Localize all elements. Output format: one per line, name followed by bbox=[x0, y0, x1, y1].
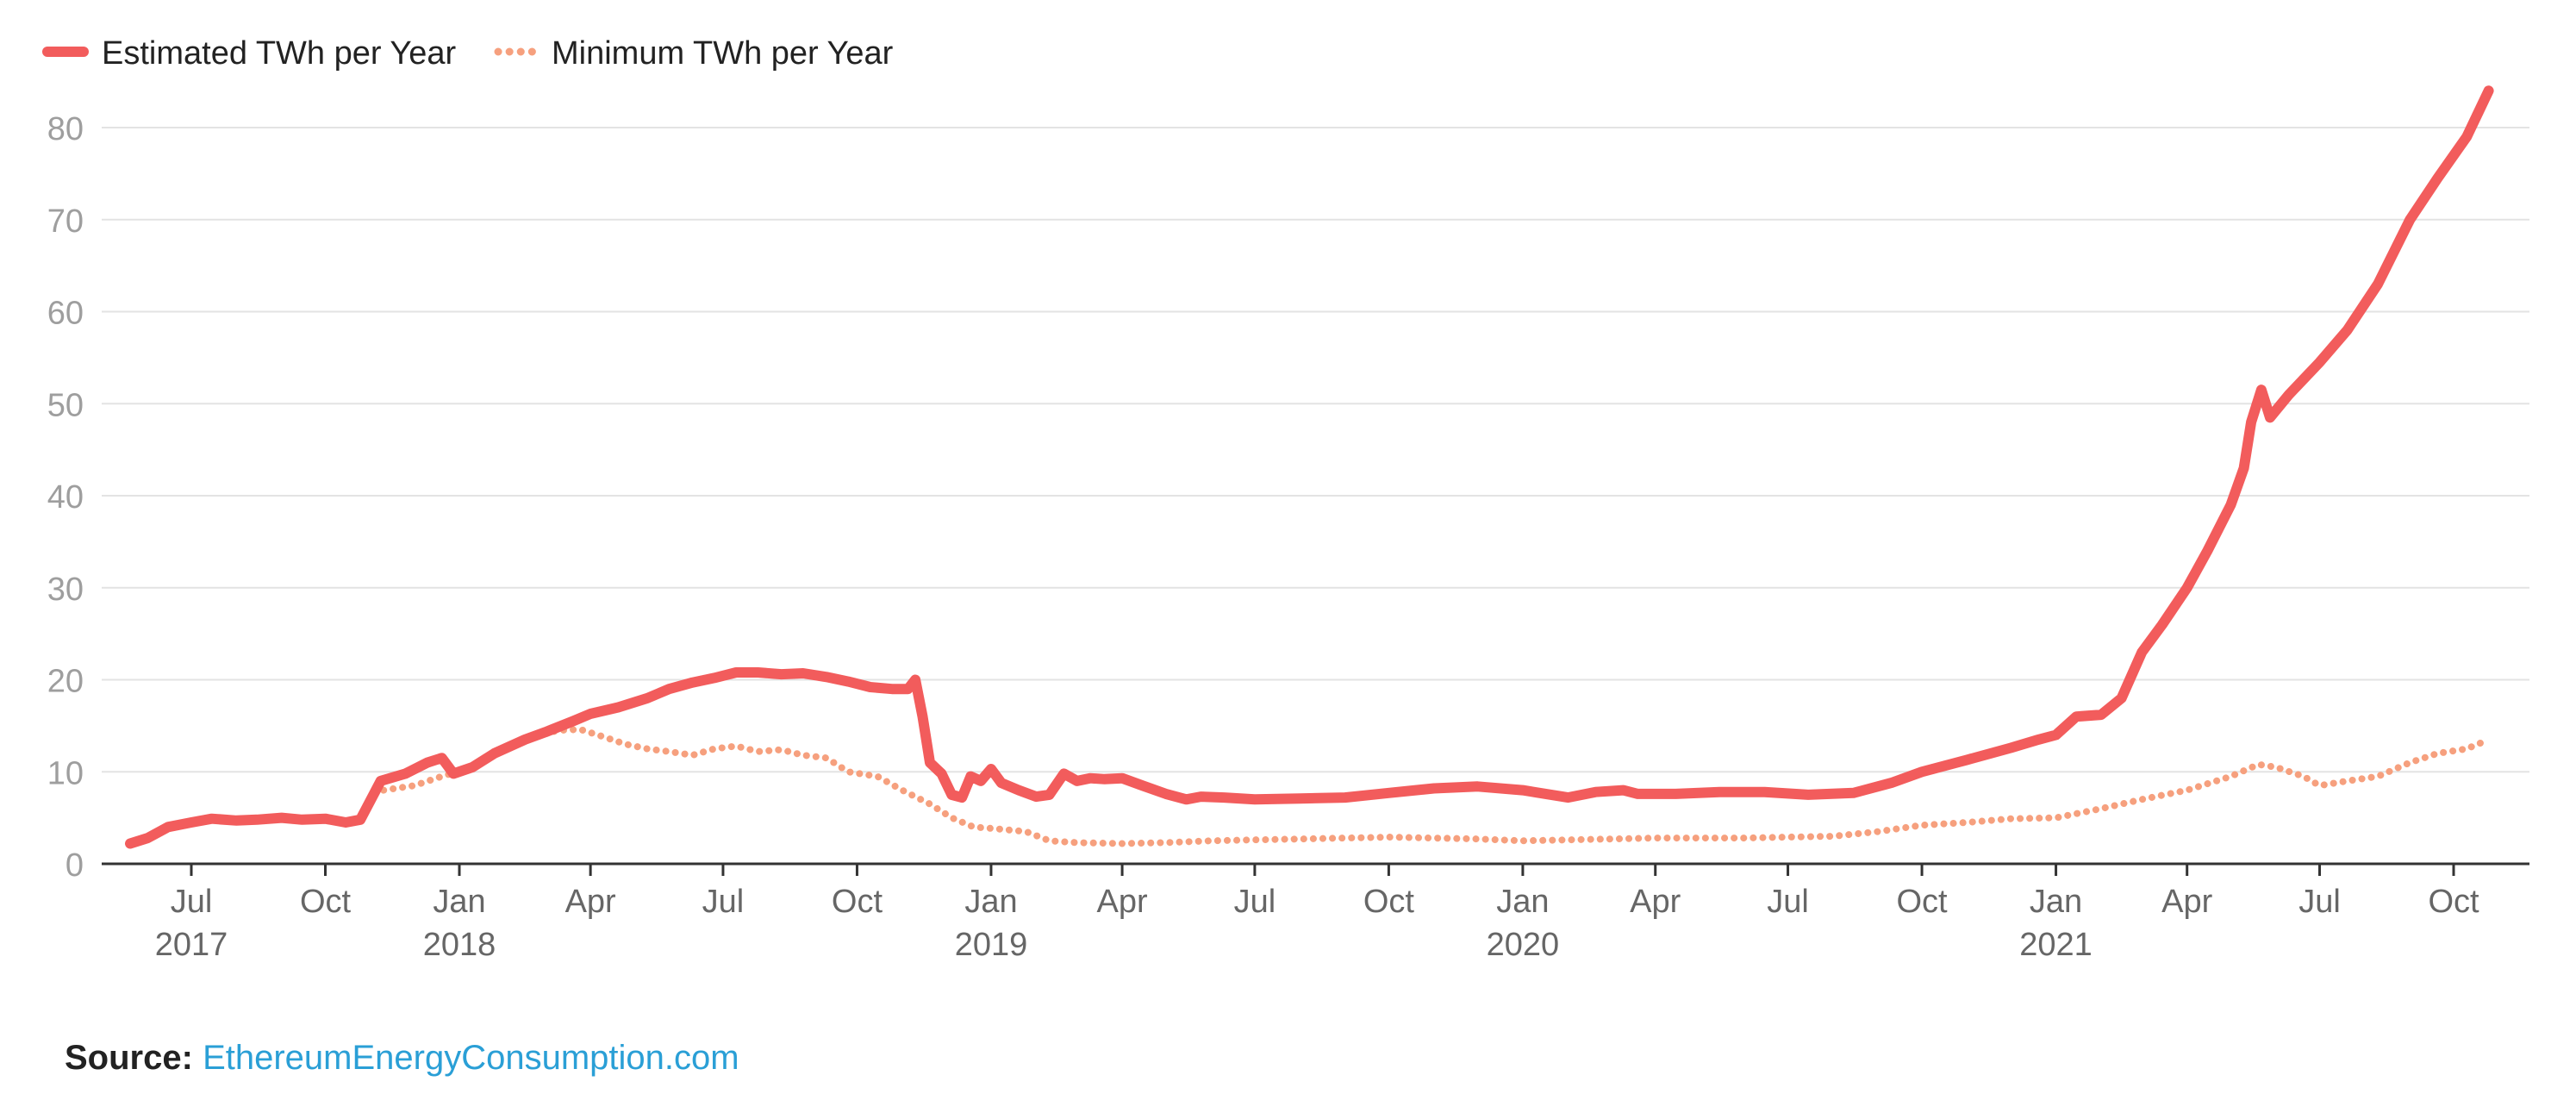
y-tick-label-30: 30 bbox=[47, 572, 84, 608]
x-tick-label: Jul bbox=[1234, 884, 1276, 920]
source-label: Source: bbox=[65, 1039, 193, 1077]
gridlines bbox=[102, 127, 2529, 773]
x-tick-year-label: 2019 bbox=[955, 927, 1028, 963]
x-tick-label: Jul bbox=[2298, 884, 2341, 920]
y-tick-label-80: 80 bbox=[47, 111, 84, 147]
x-tick-year-label: 2021 bbox=[2019, 927, 2093, 963]
legend-minimum-label: Minimum TWh per Year bbox=[552, 35, 894, 72]
series-line-minimum bbox=[380, 726, 2492, 847]
x-tick-label: Jan bbox=[1496, 884, 1549, 920]
x-tick-label: Apr bbox=[1630, 884, 1681, 920]
x-tick-year-label: 2018 bbox=[423, 927, 496, 963]
x-tick-label: Jan bbox=[2030, 884, 2082, 920]
legend-estimated-label: Estimated TWh per Year bbox=[102, 35, 457, 72]
x-axis-ticks: Jul 2017 Oct Jan 2018 Apr Jul Oct Jan 2019 Apr Jul O… bbox=[155, 864, 2479, 963]
x-tick-label: Jul bbox=[702, 884, 745, 920]
series-lines bbox=[125, 85, 2494, 849]
y-tick-label-40: 40 bbox=[47, 479, 84, 516]
source-note: Source: EthereumEnergyConsumption.com bbox=[65, 1039, 739, 1078]
x-tick-label: Oct bbox=[300, 884, 352, 920]
series-line-estimated bbox=[125, 85, 2494, 849]
x-tick-label: Oct bbox=[832, 884, 883, 920]
y-tick-label-0: 0 bbox=[65, 847, 84, 884]
legend: Estimated TWh per Year Minimum TWh per Y… bbox=[42, 35, 894, 72]
x-tick-label: Jan bbox=[433, 884, 485, 920]
y-tick-label-60: 60 bbox=[47, 296, 84, 332]
x-tick-label: Jan bbox=[964, 884, 1017, 920]
y-axis-ticks: 0 10 20 30 40 50 60 70 80 bbox=[47, 111, 84, 884]
x-tick-label: Apr bbox=[2161, 884, 2212, 920]
x-tick-label: Apr bbox=[565, 884, 616, 920]
y-tick-label-70: 70 bbox=[47, 203, 84, 240]
x-tick-label: Oct bbox=[1363, 884, 1415, 920]
y-tick-label-10: 10 bbox=[47, 755, 84, 791]
x-tick-label: Oct bbox=[1896, 884, 1948, 920]
x-tick-year-label: 2017 bbox=[155, 927, 228, 963]
y-tick-label-50: 50 bbox=[47, 387, 84, 423]
x-tick-label: Jul bbox=[171, 884, 213, 920]
source-link[interactable]: EthereumEnergyConsumption.com bbox=[203, 1039, 739, 1077]
x-tick-label: Apr bbox=[1097, 884, 1148, 920]
x-tick-label: Oct bbox=[2428, 884, 2479, 920]
x-tick-year-label: 2020 bbox=[1487, 927, 1560, 963]
x-tick-label: Jul bbox=[1767, 884, 1809, 920]
y-tick-label-20: 20 bbox=[47, 664, 84, 700]
